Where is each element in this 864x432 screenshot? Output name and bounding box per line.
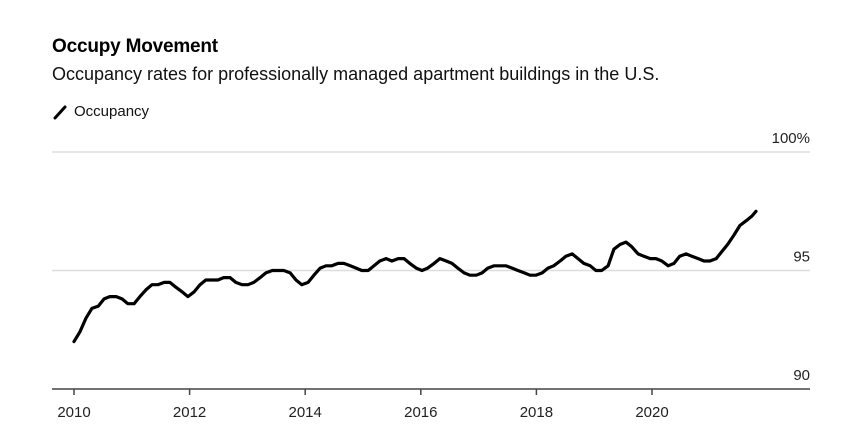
x-tick-label-2014: 2014 bbox=[289, 404, 322, 421]
x-tick-label-2016: 2016 bbox=[404, 404, 437, 421]
x-tick-label-2012: 2012 bbox=[173, 404, 206, 421]
line-swatch-icon bbox=[52, 104, 68, 120]
x-tick-label-2010: 2010 bbox=[57, 404, 90, 421]
legend: Occupancy bbox=[52, 103, 149, 120]
chart-subtitle: Occupancy rates for professionally manag… bbox=[52, 64, 660, 84]
x-tick-label-2018: 2018 bbox=[520, 404, 553, 421]
series-line-occupancy bbox=[72, 209, 758, 344]
y-tick-label-100: 100% bbox=[772, 130, 810, 147]
y-tick-label-90: 90 bbox=[793, 367, 810, 384]
chart-title: Occupy Movement bbox=[52, 36, 218, 57]
x-tick-label-2020: 2020 bbox=[635, 404, 668, 421]
y-tick-label-95: 95 bbox=[793, 249, 810, 266]
legend-label-occupancy: Occupancy bbox=[74, 103, 150, 120]
